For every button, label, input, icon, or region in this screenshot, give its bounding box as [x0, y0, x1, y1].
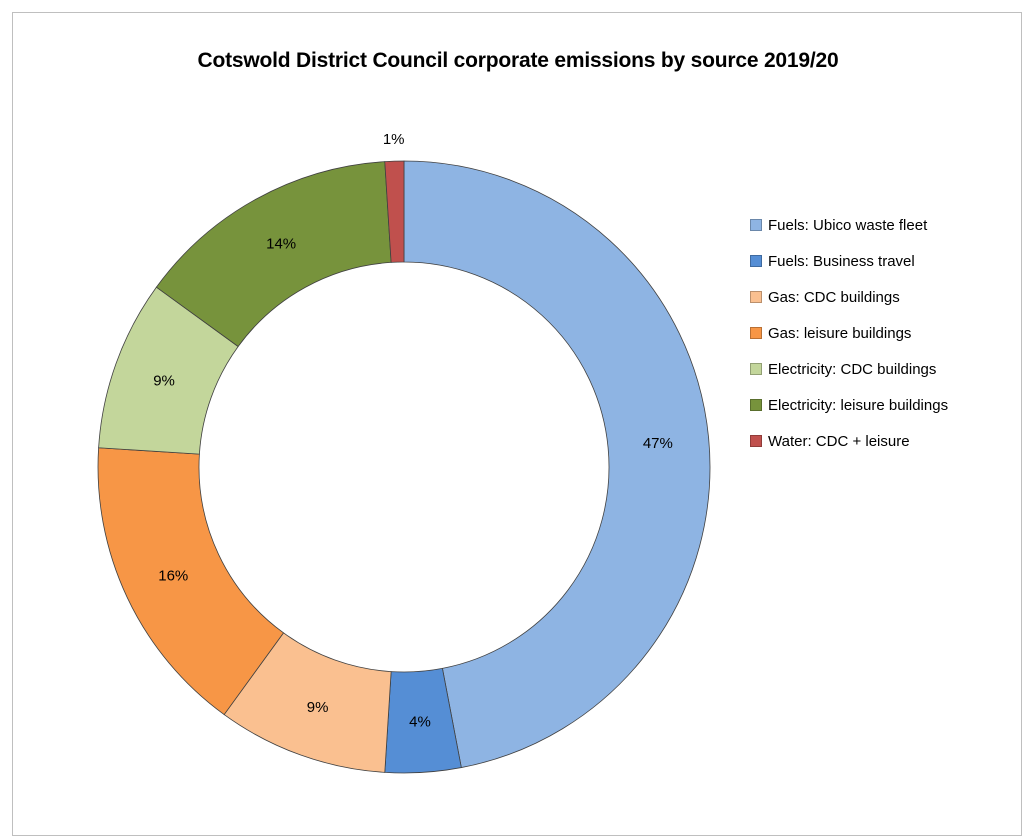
legend-swatch-5 [750, 399, 762, 411]
legend-swatch-4 [750, 363, 762, 375]
legend-swatch-0 [750, 219, 762, 231]
chart-title: Cotswold District Council corporate emis… [197, 49, 839, 72]
legend-item-0: Fuels: Ubico waste fleet [750, 207, 948, 243]
legend-item-2: Gas: CDC buildings [750, 279, 948, 315]
legend-label-3: Gas: leisure buildings [768, 324, 912, 342]
legend-item-5: Electricity: leisure buildings [750, 387, 948, 423]
legend-item-1: Fuels: Business travel [750, 243, 948, 279]
legend-swatch-6 [750, 435, 762, 447]
chart-frame: Cotswold District Council corporate emis… [12, 12, 1022, 836]
legend-label-2: Gas: CDC buildings [768, 288, 900, 306]
legend-label-5: Electricity: leisure buildings [768, 396, 949, 414]
data-label-4: 9% [153, 373, 175, 390]
legend-item-3: Gas: leisure buildings [750, 315, 948, 351]
legend-label-0: Fuels: Ubico waste fleet [768, 216, 928, 234]
data-label-5: 14% [266, 236, 296, 253]
data-label-0: 47% [643, 435, 673, 452]
legend-item-4: Electricity: CDC buildings [750, 351, 948, 387]
legend-item-6: Water: CDC + leisure [750, 423, 948, 459]
data-label-1: 4% [409, 713, 431, 730]
data-label-2: 9% [307, 699, 329, 716]
slice-6 [384, 160, 405, 263]
doughnut-chart: 47% 4% 9% 16% 9% 14% 1% [97, 131, 711, 774]
data-label-6: 1% [383, 131, 405, 148]
slice-0 [403, 160, 711, 769]
legend-label-1: Fuels: Business travel [768, 252, 915, 270]
legend-swatch-1 [750, 255, 762, 267]
chart-legend: Fuels: Ubico waste fleet Fuels: Business … [750, 207, 948, 459]
data-label-3: 16% [158, 568, 188, 585]
legend-label-6: Water: CDC + leisure [768, 432, 910, 450]
legend-swatch-3 [750, 327, 762, 339]
legend-swatch-2 [750, 291, 762, 303]
legend-label-4: Electricity: CDC buildings [768, 360, 937, 378]
